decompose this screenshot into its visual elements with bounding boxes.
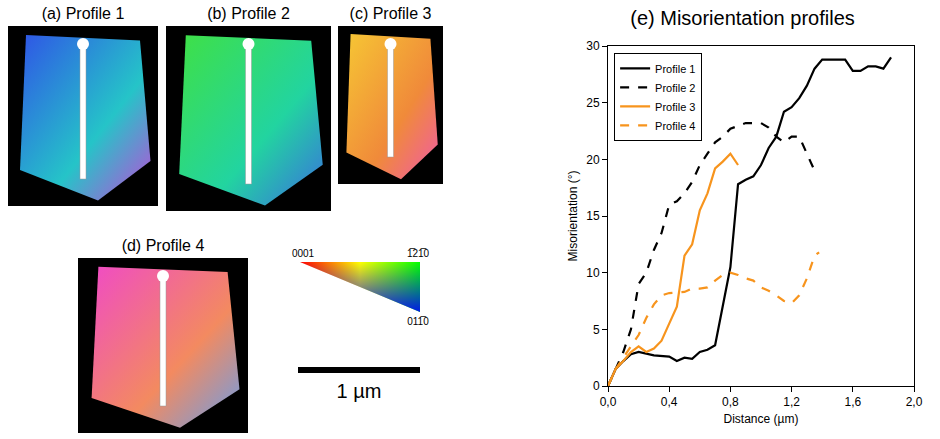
svg-text:25: 25 [586,96,600,110]
svg-text:(e) Misorientation profiles: (e) Misorientation profiles [630,7,855,29]
svg-text:10: 10 [586,266,600,280]
svg-text:(a) Profile 1: (a) Profile 1 [42,5,125,22]
svg-text:2,0: 2,0 [906,395,923,409]
svg-text:0001: 0001 [292,248,315,259]
svg-text:(b) Profile 2: (b) Profile 2 [207,5,290,22]
svg-text:15: 15 [586,209,600,223]
svg-text:0,0: 0,0 [600,395,617,409]
svg-text:20: 20 [586,153,600,167]
svg-text:1,2: 1,2 [783,395,800,409]
svg-text:Profile 2: Profile 2 [655,82,695,94]
svg-text:Profile 4: Profile 4 [655,120,695,132]
svg-text:Misorientation (°): Misorientation (°) [566,171,580,262]
svg-text:0: 0 [593,379,600,393]
svg-text:Profile 1: Profile 1 [655,63,695,75]
svg-text:1,6: 1,6 [844,395,861,409]
svg-text:1 µm: 1 µm [337,380,382,402]
svg-text:1̅21̅0: 1̅21̅0 [407,248,430,259]
svg-text:Distance (µm): Distance (µm) [724,412,799,426]
svg-text:5: 5 [593,323,600,337]
svg-text:30: 30 [586,39,600,53]
svg-text:0,8: 0,8 [722,395,739,409]
svg-text:(d) Profile 4: (d) Profile 4 [122,237,205,254]
svg-text:(c) Profile 3: (c) Profile 3 [350,5,432,22]
svg-text:Profile 3: Profile 3 [655,101,695,113]
svg-text:0,4: 0,4 [661,395,678,409]
svg-text:011̅0: 011̅0 [407,316,429,327]
